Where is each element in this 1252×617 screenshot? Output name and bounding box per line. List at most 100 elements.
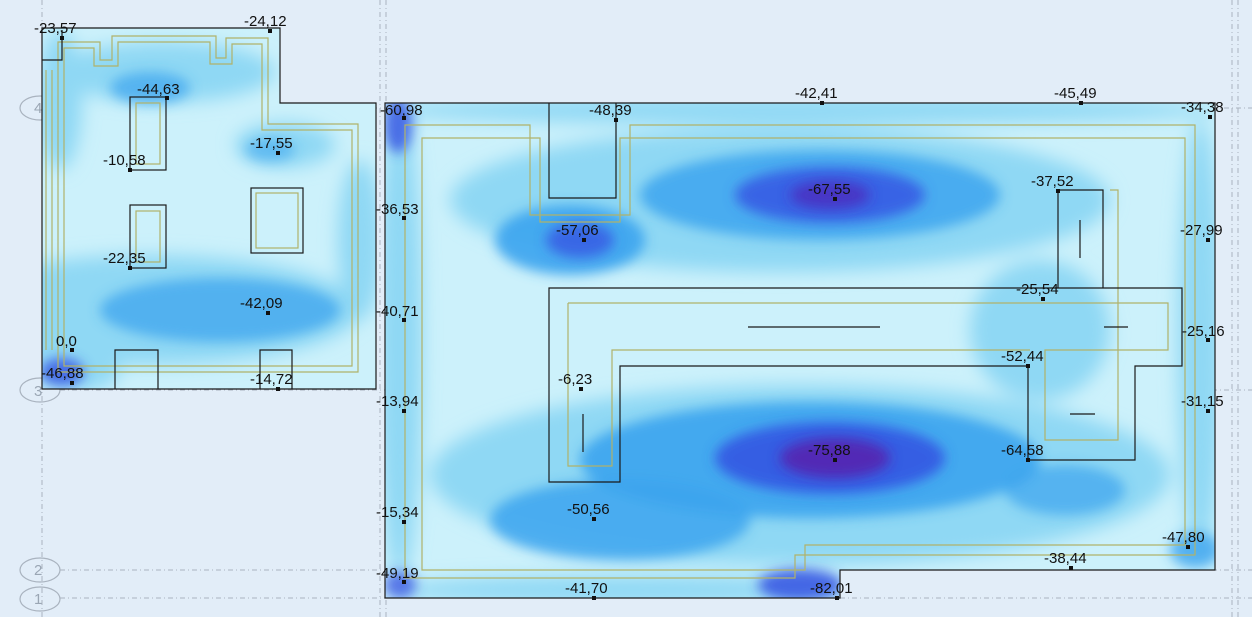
value-label: -41,70 [565, 580, 608, 597]
value-point[interactable]: 0,0 [56, 333, 77, 352]
value-marker [1079, 101, 1083, 105]
value-label: -49,19 [376, 565, 419, 582]
value-point[interactable]: -42,09 [240, 295, 283, 315]
value-marker [402, 318, 406, 322]
axis-bubble-1[interactable]: 1 [19, 586, 61, 612]
value-label: -10,58 [103, 152, 146, 169]
value-point[interactable]: -36,53 [376, 201, 419, 220]
value-point[interactable]: -14,72 [250, 371, 293, 391]
value-marker [579, 387, 583, 391]
value-label: -6,23 [558, 371, 592, 388]
left-slab-openings [129, 96, 304, 269]
value-label: -14,72 [250, 371, 293, 388]
value-point[interactable]: -13,94 [376, 393, 419, 413]
value-point[interactable]: -48,39 [589, 102, 632, 122]
value-point[interactable]: -6,23 [558, 371, 592, 391]
value-point[interactable]: -24,12 [244, 13, 287, 33]
value-label: -82,01 [810, 580, 853, 597]
value-label: -45,49 [1054, 85, 1097, 102]
right-slab-contours [385, 103, 1215, 598]
value-label: -42,41 [795, 85, 838, 102]
value-marker [276, 151, 280, 155]
value-label: -64,58 [1001, 442, 1044, 459]
value-marker [1206, 338, 1210, 342]
value-label: -67,55 [808, 181, 851, 198]
left-slab-contours [42, 30, 376, 389]
value-label: -42,09 [240, 295, 283, 312]
value-point[interactable]: -46,88 [41, 365, 84, 385]
value-point[interactable]: -15,34 [376, 504, 419, 524]
axis-label-1: 1 [34, 591, 42, 608]
value-point[interactable]: -50,56 [567, 501, 610, 521]
value-label: -15,34 [376, 504, 419, 521]
value-point[interactable]: -22,35 [103, 250, 146, 270]
value-point[interactable]: -67,55 [808, 181, 851, 201]
value-label: -44,63 [137, 81, 180, 98]
value-point[interactable]: -38,44 [1044, 550, 1087, 570]
value-label: -24,12 [244, 13, 287, 30]
value-point[interactable]: -82,01 [810, 580, 853, 600]
axis-bubble-2[interactable]: 2 [19, 557, 61, 583]
value-point[interactable]: -47,80 [1162, 529, 1205, 549]
value-marker [1206, 409, 1210, 413]
right-slab-beams [404, 124, 1196, 579]
axis-label-2: 2 [34, 562, 42, 579]
value-label: -48,39 [589, 102, 632, 119]
point-values: -23,57 -24,12 -44,63 -10,58 -17,55 -22,35 -42,… [34, 13, 1225, 600]
right-slab[interactable] [378, 96, 1222, 604]
axis-bubble-3[interactable]: 3 [19, 377, 61, 403]
value-marker [1026, 364, 1030, 368]
value-marker [592, 517, 596, 521]
value-marker [614, 118, 618, 122]
value-point[interactable]: -37,52 [1031, 173, 1074, 193]
value-label: -36,53 [376, 201, 419, 218]
value-point[interactable]: -75,88 [808, 442, 851, 462]
value-marker [1208, 115, 1212, 119]
value-label: 0,0 [56, 333, 77, 350]
value-point[interactable]: -42,41 [795, 85, 838, 105]
value-marker [582, 238, 586, 242]
value-marker [128, 168, 132, 172]
value-point[interactable]: -25,16 [1182, 323, 1225, 342]
value-label: -23,57 [34, 20, 77, 37]
value-marker [1186, 545, 1190, 549]
value-marker [1041, 297, 1045, 301]
left-slab-beams [45, 35, 359, 373]
value-point[interactable]: -10,58 [103, 152, 146, 172]
value-point[interactable]: -60,98 [380, 102, 423, 120]
value-point[interactable]: -64,58 [1001, 442, 1044, 462]
value-marker [402, 116, 406, 120]
value-marker [268, 29, 272, 33]
value-point[interactable]: -49,19 [376, 565, 419, 584]
value-marker [833, 197, 837, 201]
value-label: -60,98 [380, 102, 423, 119]
value-point[interactable]: -57,06 [556, 222, 599, 242]
value-point[interactable]: -17,55 [250, 135, 293, 155]
value-marker [60, 36, 64, 40]
value-marker [70, 348, 74, 352]
value-marker [276, 387, 280, 391]
value-point[interactable]: -34,38 [1181, 99, 1224, 119]
left-slab[interactable] [0, 27, 382, 392]
value-label: -25,16 [1182, 323, 1225, 340]
value-label: -75,88 [808, 442, 851, 459]
value-label: -13,94 [376, 393, 419, 410]
value-point[interactable]: -27,99 [1180, 222, 1223, 242]
value-marker [1069, 566, 1073, 570]
value-marker [402, 216, 406, 220]
value-point[interactable]: -44,63 [137, 81, 180, 100]
value-label: -50,56 [567, 501, 610, 518]
value-point[interactable]: -45,49 [1054, 85, 1097, 105]
value-marker [266, 311, 270, 315]
value-marker [835, 596, 839, 600]
value-point[interactable]: -52,44 [1001, 348, 1044, 368]
value-point[interactable]: -25,54 [1016, 281, 1059, 301]
value-point[interactable]: -41,70 [565, 580, 608, 600]
value-point[interactable]: -31,15 [1181, 393, 1224, 413]
value-point[interactable]: -40,71 [376, 303, 419, 322]
value-marker [128, 266, 132, 270]
value-label: -37,52 [1031, 173, 1074, 190]
axis-label-4: 4 [34, 100, 42, 117]
value-point[interactable]: -23,57 [34, 20, 77, 40]
